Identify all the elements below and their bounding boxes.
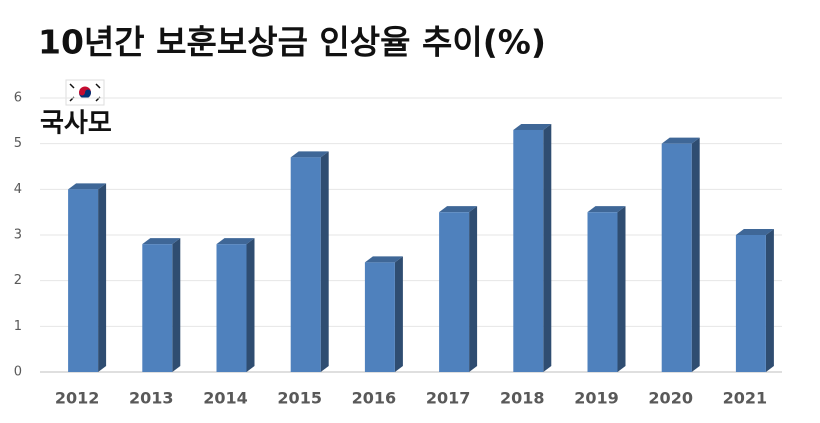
bar	[364, 256, 403, 372]
y-tick-label: 2	[14, 273, 22, 288]
x-tick-label: 2012	[55, 389, 100, 408]
y-tick-label: 3	[14, 228, 22, 243]
bar	[661, 137, 700, 372]
x-tick-label: 2020	[648, 389, 693, 408]
bar	[439, 206, 478, 372]
x-tick-label: 2015	[277, 389, 322, 408]
bar	[735, 229, 774, 372]
x-tick-label: 2018	[500, 389, 545, 408]
bar	[216, 238, 255, 372]
bar	[290, 151, 329, 372]
y-tick-label: 1	[14, 319, 22, 334]
y-tick-label: 4	[14, 182, 22, 197]
x-tick-label: 2019	[574, 389, 619, 408]
x-tick-label: 2021	[723, 389, 768, 408]
chart-title: 10년간 보훈보상금 인상율 추이(%)	[38, 23, 546, 62]
bar	[513, 123, 552, 372]
y-tick-label: 6	[14, 91, 22, 106]
x-tick-label: 2014	[203, 389, 248, 408]
y-tick-label: 0	[14, 365, 22, 380]
x-tick-label: 2017	[426, 389, 471, 408]
y-tick-label: 5	[14, 136, 22, 151]
bar	[587, 206, 626, 372]
bar	[142, 238, 181, 372]
logo-text: 국사모	[40, 109, 112, 139]
bar	[68, 183, 107, 372]
x-tick-label: 2016	[352, 389, 397, 408]
x-tick-label: 2013	[129, 389, 174, 408]
flag-icon	[65, 79, 105, 106]
